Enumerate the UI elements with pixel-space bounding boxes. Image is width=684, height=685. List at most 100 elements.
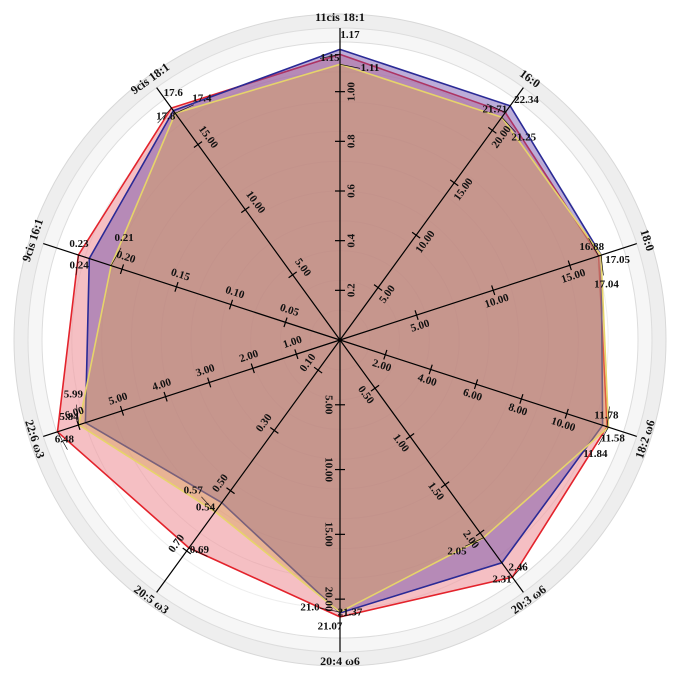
leader-line <box>598 427 609 446</box>
tick-label: 15.00 <box>322 522 334 547</box>
tick-label: 6.00 <box>461 386 483 404</box>
leader-line <box>157 107 172 124</box>
tick-mark <box>119 405 125 416</box>
tick-label: 0.2 <box>346 283 358 297</box>
tick-mark <box>440 481 450 489</box>
leader-line <box>486 103 506 113</box>
tick-mark <box>288 271 298 279</box>
tick-mark <box>519 393 524 404</box>
leader-line <box>175 104 194 114</box>
tick-mark <box>567 260 572 271</box>
data-label: 2.05 <box>447 546 467 558</box>
tick-mark <box>250 363 255 374</box>
tick-mark <box>475 529 485 537</box>
tick-mark <box>283 317 288 328</box>
data-label: 5.84 <box>59 411 79 423</box>
data-label: 1.17 <box>340 29 360 41</box>
data-label: 17.8 <box>156 111 176 123</box>
tick-label: 0.05 <box>278 302 300 320</box>
tick-mark <box>193 141 203 148</box>
data-label: 0.23 <box>69 238 89 250</box>
axis-line <box>43 243 341 341</box>
tick-label: 1.00 <box>345 82 357 102</box>
tick-mark <box>174 281 179 292</box>
leader-line <box>501 117 516 133</box>
axis-line <box>156 339 341 593</box>
tick-mark <box>428 364 433 375</box>
data-label: 0.57 <box>184 484 204 496</box>
leader-line <box>75 253 90 259</box>
leader-line <box>164 99 174 111</box>
data-label: 21.37 <box>338 606 363 618</box>
tick-label: 0.15 <box>169 266 191 284</box>
leader-line <box>75 254 79 276</box>
leader-line <box>509 94 519 107</box>
tick-mark <box>383 349 388 360</box>
data-label: 21.25 <box>511 132 536 144</box>
axis-line <box>339 243 637 341</box>
tick-label: 20.00 <box>322 587 334 612</box>
leader-line <box>606 406 610 427</box>
data-label: 1.15 <box>320 52 340 64</box>
data-label: 21.0 <box>300 602 320 614</box>
tick-label: 4.00 <box>416 372 438 390</box>
tick-label: 0.4 <box>345 233 357 247</box>
data-label: 0.21 <box>115 232 134 244</box>
data-label: 2.31 <box>492 573 511 585</box>
axis-line <box>339 87 524 341</box>
data-label: 11.78 <box>594 410 619 422</box>
tick-mark <box>564 408 569 419</box>
leader-line <box>76 404 80 425</box>
tick-label: 5.00 <box>107 390 129 408</box>
axis-label: 20:4 ω6 <box>320 654 360 668</box>
tick-label: 5.00 <box>409 317 431 335</box>
leader-line <box>339 64 361 69</box>
tick-mark <box>491 285 496 296</box>
leader-line <box>602 425 616 430</box>
tick-mark <box>449 179 459 187</box>
data-label: 11.84 <box>583 448 608 460</box>
leader-line <box>319 607 341 613</box>
data-label: 6.48 <box>55 434 75 446</box>
leader-line <box>213 502 223 515</box>
tick-label: 0.8 <box>346 134 358 148</box>
data-label: 2.46 <box>508 562 528 574</box>
tick-mark <box>313 366 323 374</box>
data-label: 17.04 <box>594 278 619 290</box>
tick-label: 0.6 <box>346 184 358 198</box>
axis-line <box>43 339 341 437</box>
axis-line <box>156 87 341 341</box>
tick-label: 2.00 <box>238 348 260 366</box>
tick-label: 8.00 <box>507 401 529 419</box>
tick-mark <box>182 547 192 555</box>
tick-label: 3.00 <box>194 362 216 380</box>
leader-line <box>501 562 511 575</box>
data-label: 17.4 <box>192 92 212 104</box>
axis-line <box>339 339 524 593</box>
tick-label: 0.20 <box>115 249 137 267</box>
tick-mark <box>373 284 383 292</box>
data-label: 0.24 <box>69 259 89 271</box>
tick-mark <box>414 310 419 321</box>
data-label: 1.11 <box>361 62 380 74</box>
leader-line <box>110 247 122 266</box>
tick-mark <box>405 433 415 440</box>
leader-line <box>319 54 341 59</box>
leader-line <box>601 250 615 256</box>
data-label: 21.07 <box>318 621 343 633</box>
data-label: 17.05 <box>605 254 630 266</box>
leader-line <box>600 255 604 276</box>
tick-label: 5.00 <box>322 395 334 415</box>
tick-mark <box>228 299 234 310</box>
leader-line <box>201 496 216 512</box>
leader-line <box>57 431 68 450</box>
tick-mark <box>294 349 299 360</box>
leader-line <box>71 422 86 428</box>
tick-mark <box>411 231 421 239</box>
tick-mark <box>487 126 497 134</box>
leader-line <box>512 562 527 578</box>
tick-mark <box>119 264 125 275</box>
data-label: 0.69 <box>190 544 210 556</box>
data-label: 21.71 <box>483 103 508 115</box>
